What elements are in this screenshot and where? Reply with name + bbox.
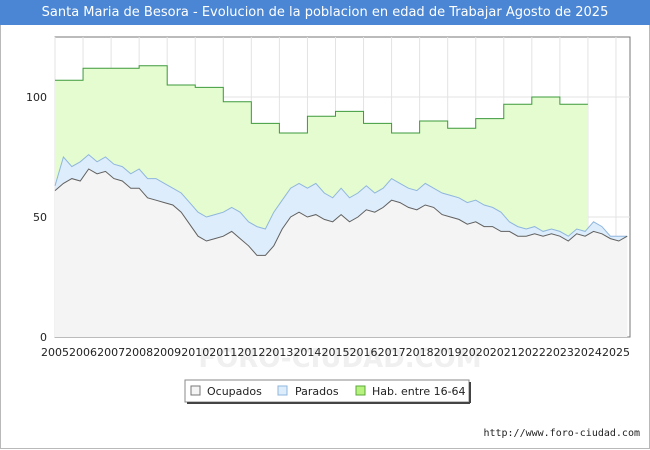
watermark: FORO-CIUDAD.COM — [198, 344, 481, 374]
legend-label-hab: Hab. entre 16-64 — [372, 385, 466, 398]
x-tick-label: 2011 — [209, 346, 237, 359]
x-tick-label: 2016 — [350, 346, 378, 359]
x-tick-label: 2006 — [69, 346, 97, 359]
series-parados-line — [54, 153, 628, 237]
x-tick-label: 2021 — [490, 346, 518, 359]
series-ocupados-area — [55, 169, 628, 337]
series-ocupados-line — [54, 168, 628, 256]
x-tick-label: 2010 — [181, 346, 209, 359]
y-tick-label: 100 — [26, 91, 47, 104]
legend-swatch-parados — [277, 385, 288, 396]
source-url: http://www.foro-ciudad.com — [483, 428, 640, 439]
x-tick-label: 2015 — [321, 346, 349, 359]
legend-label-parados: Parados — [295, 385, 339, 398]
legend-label-ocupados: Ocupados — [207, 385, 262, 398]
y-axis-ticks: 0 50 100 — [26, 91, 47, 344]
x-tick-label: 2019 — [434, 346, 462, 359]
x-tick-label: 2013 — [265, 346, 293, 359]
x-tick-label: 2025 — [602, 346, 630, 359]
x-tick-label: 2017 — [378, 346, 406, 359]
legend: Ocupados Parados Hab. entre 16-64 — [184, 379, 471, 404]
y-tick-label: 0 — [40, 331, 47, 344]
x-tick-label: 2022 — [518, 346, 546, 359]
series-hab-line — [55, 65, 588, 134]
x-tick-label: 2007 — [97, 346, 125, 359]
y-tick-label: 50 — [33, 211, 47, 224]
x-tick-label: 2020 — [462, 346, 490, 359]
x-axis-ticks: 2005 2006 2007 2008 2009 2010 2011 2012 2013 2014… — [41, 346, 630, 359]
x-tick-label: 2012 — [237, 346, 265, 359]
chart-title: Santa Maria de Besora - Evolucion de la … — [0, 0, 650, 25]
x-tick-label: 2009 — [153, 346, 181, 359]
legend-swatch-hab — [355, 385, 366, 396]
x-tick-label: 2024 — [574, 346, 602, 359]
x-tick-label: 2008 — [125, 346, 153, 359]
x-tick-label: 2023 — [546, 346, 574, 359]
x-tick-label: 2014 — [293, 346, 321, 359]
legend-swatch-ocupados — [190, 385, 201, 396]
x-tick-label: 2005 — [41, 346, 69, 359]
x-tick-label: 2018 — [406, 346, 434, 359]
